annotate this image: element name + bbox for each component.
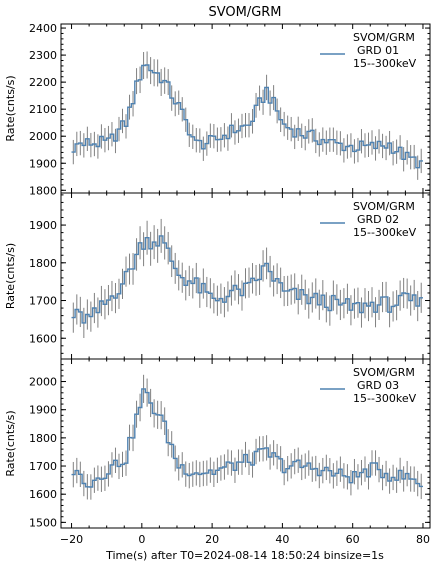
data-point xyxy=(106,468,108,470)
data-point xyxy=(334,143,336,145)
data-point xyxy=(369,146,371,148)
x-ticks xyxy=(71,24,424,193)
legend-line-3: 15--300keV xyxy=(353,226,417,239)
panel-grd01: 1800 1900 2000 2100 2200 2300 2400 Rate(cnts/s)… xyxy=(4,22,431,197)
data-point xyxy=(158,417,160,419)
y-axis-label: Rate(cnts/s) xyxy=(4,243,17,309)
data-point xyxy=(141,62,143,64)
y-tick-label: 1900 xyxy=(29,219,57,232)
legend-line-1: SVOM/GRM xyxy=(353,366,415,379)
y-tick-label: 1600 xyxy=(29,332,57,345)
x-tick-label: −20 xyxy=(60,533,83,546)
y-tick-label: 1600 xyxy=(29,488,57,501)
x-tick-label: 0 xyxy=(138,533,145,546)
y-tick-label: 1700 xyxy=(29,295,57,308)
y-tick-label: 1700 xyxy=(29,460,57,473)
data-point xyxy=(211,299,213,301)
error-bars xyxy=(72,51,422,180)
y-tick-label: 1800 xyxy=(29,184,57,197)
legend-line-1: SVOM/GRM xyxy=(353,31,415,44)
x-axis: −20 0 20 40 60 80 xyxy=(60,533,430,546)
x-ticks xyxy=(71,193,424,359)
y-axis-label: Rate(cnts/s) xyxy=(4,75,17,141)
legend-line-2: GRD 03 xyxy=(357,379,399,392)
x-tick-label: 40 xyxy=(275,533,289,546)
y-tick-label: 2000 xyxy=(29,376,57,389)
data-point xyxy=(88,482,90,484)
y-ticks: 1800 1900 2000 2100 2200 2300 2400 xyxy=(29,22,430,197)
panel-grd03: 1500 1600 1700 1800 1900 2000 Rate(cnts/s) SVOM… xyxy=(4,358,431,529)
y-tick-label: 1900 xyxy=(29,404,57,417)
legend-line-2: GRD 01 xyxy=(357,44,399,57)
data-point xyxy=(70,471,72,473)
y-tick-label: 2100 xyxy=(29,103,57,116)
y-ticks: 1500 1600 1700 1800 1900 2000 xyxy=(29,364,430,529)
y-tick-label: 1900 xyxy=(29,157,57,170)
data-point xyxy=(123,456,125,458)
figure-title: SVOM/GRM xyxy=(208,5,281,20)
y-tick-label: 2300 xyxy=(29,49,57,62)
y-ticks: 1600 1700 1800 1900 xyxy=(29,194,430,354)
x-axis-label: Time(s) after T0=2024-08-14 18:50:24 bin… xyxy=(105,549,384,562)
data-point xyxy=(193,284,195,286)
data-point xyxy=(176,105,178,107)
x-tick-label: 80 xyxy=(416,533,430,546)
data-point xyxy=(264,451,266,453)
data-point xyxy=(281,292,283,294)
light-curve xyxy=(71,388,423,488)
legend-line-2: GRD 02 xyxy=(357,213,399,226)
panel-grd02: 1600 1700 1800 1900 Rate(cnts/s) SVOM/GRMGRD … xyxy=(4,192,431,360)
data-point xyxy=(246,288,248,290)
y-tick-label: 1800 xyxy=(29,257,57,270)
y-tick-label: 1800 xyxy=(29,432,57,445)
data-point xyxy=(211,140,213,142)
data-point xyxy=(88,318,90,320)
data-point xyxy=(193,143,195,145)
legend-line-3: 15--300keV xyxy=(353,57,417,70)
data-point xyxy=(70,314,72,316)
light-curve xyxy=(71,235,423,324)
x-tick-label: 20 xyxy=(205,533,219,546)
error-bars xyxy=(72,374,422,500)
data-point xyxy=(334,303,336,305)
data-point xyxy=(106,142,108,144)
legend-line-1: SVOM/GRM xyxy=(353,200,415,213)
light-curve xyxy=(71,64,423,169)
y-axis-label: Rate(cnts/s) xyxy=(4,410,17,476)
y-tick-label: 1500 xyxy=(29,516,57,529)
x-ticks xyxy=(71,359,424,528)
y-tick-label: 2400 xyxy=(29,22,57,35)
x-tick-label: 60 xyxy=(346,533,360,546)
data-point xyxy=(404,299,406,301)
legend-line-3: 15--300keV xyxy=(353,392,417,405)
data-point xyxy=(229,465,231,467)
data-point xyxy=(316,138,318,140)
data-point xyxy=(141,239,143,241)
y-tick-label: 2200 xyxy=(29,76,57,89)
y-tick-label: 2000 xyxy=(29,130,57,143)
data-point xyxy=(70,145,72,147)
